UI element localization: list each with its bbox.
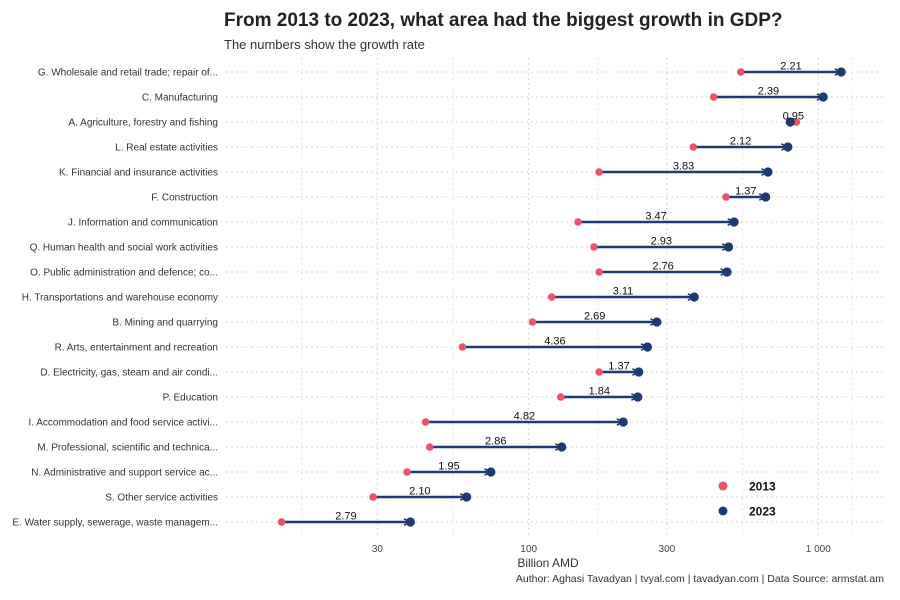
point-2023 xyxy=(642,342,653,352)
point-2013 xyxy=(556,393,565,401)
x-tick-label: 100 xyxy=(520,544,537,555)
category-label: D. Electricity, gas, steam and air condi… xyxy=(40,368,218,379)
point-2013 xyxy=(574,218,582,226)
growth-rate-label: 0.95 xyxy=(783,111,804,123)
category-label: A. Agriculture, forestry and fishing xyxy=(68,118,218,129)
category-label: B. Mining and quarrying xyxy=(112,318,218,329)
point-2023 xyxy=(618,417,628,427)
point-2023 xyxy=(633,392,643,402)
growth-rate-label: 4.82 xyxy=(514,411,535,423)
point-2023 xyxy=(729,217,739,227)
point-2023 xyxy=(405,517,415,527)
point-2013 xyxy=(369,493,377,501)
point-2013 xyxy=(792,118,801,126)
growth-rate-label: 2.86 xyxy=(485,436,506,448)
point-2023 xyxy=(785,117,795,127)
category-label: S. Other service activities xyxy=(105,493,218,504)
category-label: F. Construction xyxy=(151,193,218,204)
x-tick-label: 300 xyxy=(659,544,676,555)
growth-rate-label: 2.76 xyxy=(652,261,673,273)
point-2013 xyxy=(689,143,698,151)
category-label: G. Wholesale and retail trade; repair of… xyxy=(38,68,218,79)
growth-rate-label: 2.93 xyxy=(651,236,672,248)
point-2023 xyxy=(818,92,828,102)
point-2013 xyxy=(595,368,603,376)
x-tick-label: 30 xyxy=(372,544,384,555)
category-label: R. Arts, entertainment and recreation xyxy=(55,343,218,354)
growth-rate-label: 2.10 xyxy=(409,486,430,498)
category-label: C. Manufacturing xyxy=(142,93,218,104)
point-2013 xyxy=(595,168,603,176)
growth-rate-label: 2.12 xyxy=(730,136,751,148)
category-label: H. Transportations and warehouse economy xyxy=(22,293,218,304)
legend-marker-2013 xyxy=(718,481,728,491)
point-2013 xyxy=(421,418,430,426)
point-2023 xyxy=(722,267,732,277)
growth-rate-label: 3.11 xyxy=(613,286,634,298)
point-2013 xyxy=(403,468,411,476)
category-label: Q. Human health and social work activiti… xyxy=(30,243,218,254)
point-2023 xyxy=(689,292,699,302)
growth-rate-label: 2.39 xyxy=(758,86,779,98)
point-2023 xyxy=(634,367,644,377)
point-2013 xyxy=(547,293,556,301)
legend-label-2023: 2023 xyxy=(749,505,776,519)
point-2013 xyxy=(590,243,598,251)
x-axis-title: Billion AMD xyxy=(517,556,579,570)
point-2023 xyxy=(652,317,662,327)
growth-rate-label: 3.83 xyxy=(673,161,694,173)
point-2013 xyxy=(737,68,745,76)
chart-subtitle: The numbers show the growth rate xyxy=(224,37,425,52)
point-2023 xyxy=(462,492,472,502)
category-label: N. Administrative and support service ac… xyxy=(31,468,218,479)
category-label: M. Professional, scientific and technica… xyxy=(37,443,218,454)
category-label: E. Water supply, sewerage, waste managem… xyxy=(12,518,218,529)
caption: Author: Aghasi Tavadyan | tvyal.com | ta… xyxy=(515,573,884,585)
growth-rate-label: 2.69 xyxy=(584,311,605,323)
x-tick-label: 1 000 xyxy=(806,544,831,555)
point-2023 xyxy=(761,192,771,202)
growth-rate-label: 1.37 xyxy=(735,186,756,198)
point-2023 xyxy=(486,467,496,477)
point-2013 xyxy=(528,318,537,326)
category-label: O. Public administration and defence; co… xyxy=(30,268,218,279)
point-2023 xyxy=(763,167,773,177)
growth-rate-label: 2.21 xyxy=(780,61,801,73)
category-label: K. Financial and insurance activities xyxy=(59,168,218,179)
growth-rate-label: 1.37 xyxy=(608,361,629,373)
point-2013 xyxy=(458,343,467,351)
legend-label-2013: 2013 xyxy=(749,480,776,494)
point-2023 xyxy=(723,242,734,252)
point-2013 xyxy=(722,193,730,201)
growth-rate-label: 1.95 xyxy=(438,461,459,473)
growth-rate-label: 4.36 xyxy=(544,336,565,348)
point-2013 xyxy=(595,268,603,276)
legend-marker-2023 xyxy=(718,506,728,516)
category-label: I. Accommodation and food service activi… xyxy=(28,418,218,429)
chart-title: From 2013 to 2023, what area had the big… xyxy=(224,10,783,31)
point-2023 xyxy=(783,142,793,152)
category-label: J. Information and communication xyxy=(68,218,218,229)
category-label: P. Education xyxy=(163,393,218,404)
point-2013 xyxy=(277,518,286,526)
growth-rate-label: 2.79 xyxy=(335,511,356,523)
growth-rate-label: 3.47 xyxy=(645,211,666,223)
category-label: L. Real estate activities xyxy=(115,143,218,154)
growth-rate-label: 1.84 xyxy=(589,386,610,398)
point-2023 xyxy=(557,442,567,452)
point-2013 xyxy=(709,93,718,101)
point-2013 xyxy=(425,443,434,451)
point-2023 xyxy=(836,67,846,77)
